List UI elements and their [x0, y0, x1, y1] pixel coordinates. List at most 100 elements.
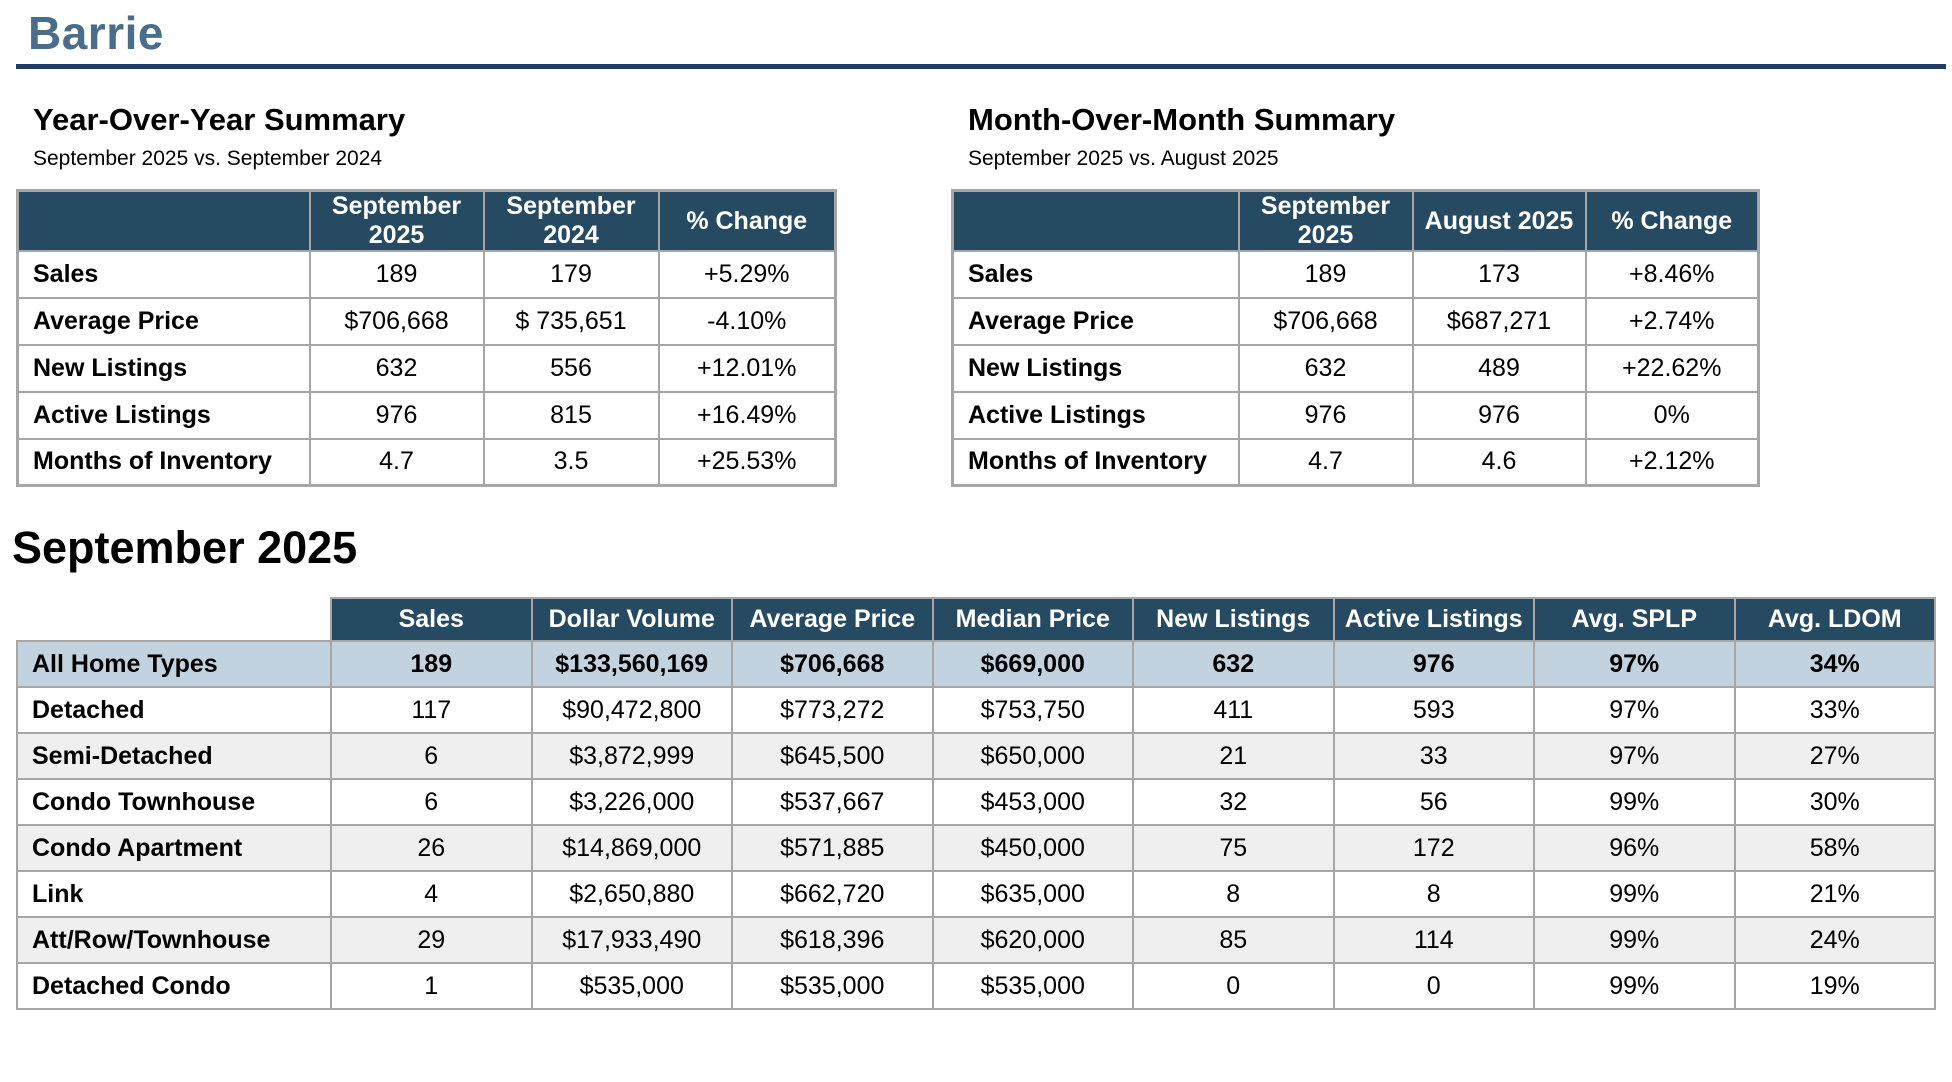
monthly-cell: 0	[1332, 962, 1535, 1011]
monthly-cell: 30%	[1733, 778, 1936, 827]
mom-row-label: Active Listings	[951, 390, 1240, 440]
monthly-cell: $635,000	[931, 870, 1134, 919]
yoy-cell: 189	[308, 249, 485, 299]
monthly-cell: 96%	[1533, 824, 1736, 873]
monthly-header-median-price: Median Price	[931, 597, 1134, 643]
yoy-header-blank	[16, 189, 311, 252]
monthly-cell: 21%	[1733, 870, 1936, 919]
monthly-header-avg-ldom: Avg. LDOM	[1733, 597, 1936, 643]
monthly-row-label: Semi-Detached	[16, 732, 332, 781]
monthly-row-semi-detached: Semi-Detached 6 $3,872,999 $645,500 $650…	[16, 732, 1936, 781]
monthly-cell: 114	[1332, 916, 1535, 965]
yoy-cell: +16.49%	[657, 390, 837, 440]
monthly-cell: $3,872,999	[530, 732, 733, 781]
yoy-row-label: Average Price	[16, 296, 311, 346]
monthly-cell: 97%	[1533, 732, 1736, 781]
monthly-row-condo-apartment: Condo Apartment 26 $14,869,000 $571,885 …	[16, 824, 1936, 873]
monthly-cell: 33	[1332, 732, 1535, 781]
mom-row-label: New Listings	[951, 343, 1240, 393]
yoy-title: Year-Over-Year Summary	[33, 102, 406, 138]
yoy-cell: $706,668	[308, 296, 485, 346]
yoy-cell: 3.5	[482, 437, 660, 487]
yoy-header-sep2025: September 2025	[308, 189, 485, 252]
monthly-cell: 189	[330, 640, 533, 689]
monthly-cell: 27%	[1733, 732, 1936, 781]
mom-cell: 4.7	[1237, 437, 1414, 487]
monthly-cell: 99%	[1533, 778, 1736, 827]
monthly-cell: 19%	[1733, 962, 1936, 1011]
monthly-cell: $706,668	[731, 640, 934, 689]
yoy-cell: -4.10%	[657, 296, 837, 346]
monthly-row-label: Att/Row/Townhouse	[16, 916, 332, 965]
monthly-row-detached: Detached 117 $90,472,800 $773,272 $753,7…	[16, 686, 1936, 735]
mom-cell: +2.12%	[1584, 437, 1760, 487]
mom-cell: 632	[1237, 343, 1414, 393]
monthly-cell: 6	[330, 778, 533, 827]
mom-cell: +8.46%	[1584, 249, 1760, 299]
monthly-cell: $14,869,000	[530, 824, 733, 873]
monthly-cell: $535,000	[731, 962, 934, 1011]
monthly-cell: 24%	[1733, 916, 1936, 965]
page-title: Barrie	[28, 7, 164, 59]
monthly-cell: $645,500	[731, 732, 934, 781]
mom-table: September 2025 August 2025 % Change Sale…	[951, 189, 1760, 488]
monthly-cell: $3,226,000	[530, 778, 733, 827]
yoy-header-pct-change: % Change	[657, 189, 837, 252]
monthly-cell: 0	[1132, 962, 1335, 1011]
monthly-cell: $773,272	[731, 686, 934, 735]
mom-cell: 173	[1411, 249, 1587, 299]
yoy-row-months-of-inventory: Months of Inventory 4.7 3.5 +25.53%	[16, 437, 837, 487]
mom-title: Month-Over-Month Summary	[968, 102, 1396, 138]
monthly-row-label: All Home Types	[16, 640, 332, 689]
mom-header-row: September 2025 August 2025 % Change	[951, 189, 1760, 252]
monthly-cell: 117	[330, 686, 533, 735]
mom-cell: +2.74%	[1584, 296, 1760, 346]
monthly-cell: 97%	[1533, 640, 1736, 689]
yoy-header-sep2024: September 2024	[482, 189, 660, 252]
mom-row-average-price: Average Price $706,668 $687,271 +2.74%	[951, 296, 1760, 346]
mom-subtitle: September 2025 vs. August 2025	[968, 146, 1279, 170]
monthly-cell: 99%	[1533, 870, 1736, 919]
monthly-cell: 1	[330, 962, 533, 1011]
monthly-cell: 29	[330, 916, 533, 965]
monthly-cell: $669,000	[931, 640, 1134, 689]
yoy-cell: +5.29%	[657, 249, 837, 299]
yoy-cell: 976	[308, 390, 485, 440]
yoy-summary-block: Year-Over-Year Summary September 2025 vs…	[16, 101, 837, 488]
yoy-row-label: Sales	[16, 249, 311, 299]
mom-row-label: Months of Inventory	[951, 437, 1240, 487]
monthly-cell: $537,667	[731, 778, 934, 827]
monthly-cell: $17,933,490	[530, 916, 733, 965]
mom-cell: 4.6	[1411, 437, 1587, 487]
monthly-cell: $133,560,169	[530, 640, 733, 689]
monthly-cell: $662,720	[731, 870, 934, 919]
yoy-cell: $ 735,651	[482, 296, 660, 346]
mom-cell: 189	[1237, 249, 1414, 299]
monthly-row-label: Link	[16, 870, 332, 919]
monthly-cell: 85	[1132, 916, 1335, 965]
mom-cell: $687,271	[1411, 296, 1587, 346]
monthly-cell: $618,396	[731, 916, 934, 965]
mom-row-active-listings: Active Listings 976 976 0%	[951, 390, 1760, 440]
monthly-row-label: Condo Townhouse	[16, 778, 332, 827]
monthly-table: Sales Dollar Volume Average Price Median…	[16, 597, 1936, 1011]
yoy-cell: 632	[308, 343, 485, 393]
monthly-cell: $90,472,800	[530, 686, 733, 735]
mom-row-label: Sales	[951, 249, 1240, 299]
mom-header-sep2025: September 2025	[1237, 189, 1414, 252]
mom-row-sales: Sales 189 173 +8.46%	[951, 249, 1760, 299]
mom-row-months-of-inventory: Months of Inventory 4.7 4.6 +2.12%	[951, 437, 1760, 487]
summary-section: Year-Over-Year Summary September 2025 vs…	[16, 101, 1952, 488]
yoy-row-new-listings: New Listings 632 556 +12.01%	[16, 343, 837, 393]
report-page: Barrie Year-Over-Year Summary September …	[12, 7, 1952, 1011]
mom-header-blank	[951, 189, 1240, 252]
monthly-header-avg-splp: Avg. SPLP	[1533, 597, 1736, 643]
monthly-cell: 4	[330, 870, 533, 919]
monthly-cell: 632	[1132, 640, 1335, 689]
monthly-cell: $650,000	[931, 732, 1134, 781]
monthly-header-new-listings: New Listings	[1132, 597, 1335, 643]
mom-cell: $706,668	[1237, 296, 1414, 346]
monthly-header-sales: Sales	[330, 597, 533, 643]
monthly-title: September 2025	[12, 522, 358, 574]
monthly-row-detached-condo: Detached Condo 1 $535,000 $535,000 $535,…	[16, 962, 1936, 1011]
